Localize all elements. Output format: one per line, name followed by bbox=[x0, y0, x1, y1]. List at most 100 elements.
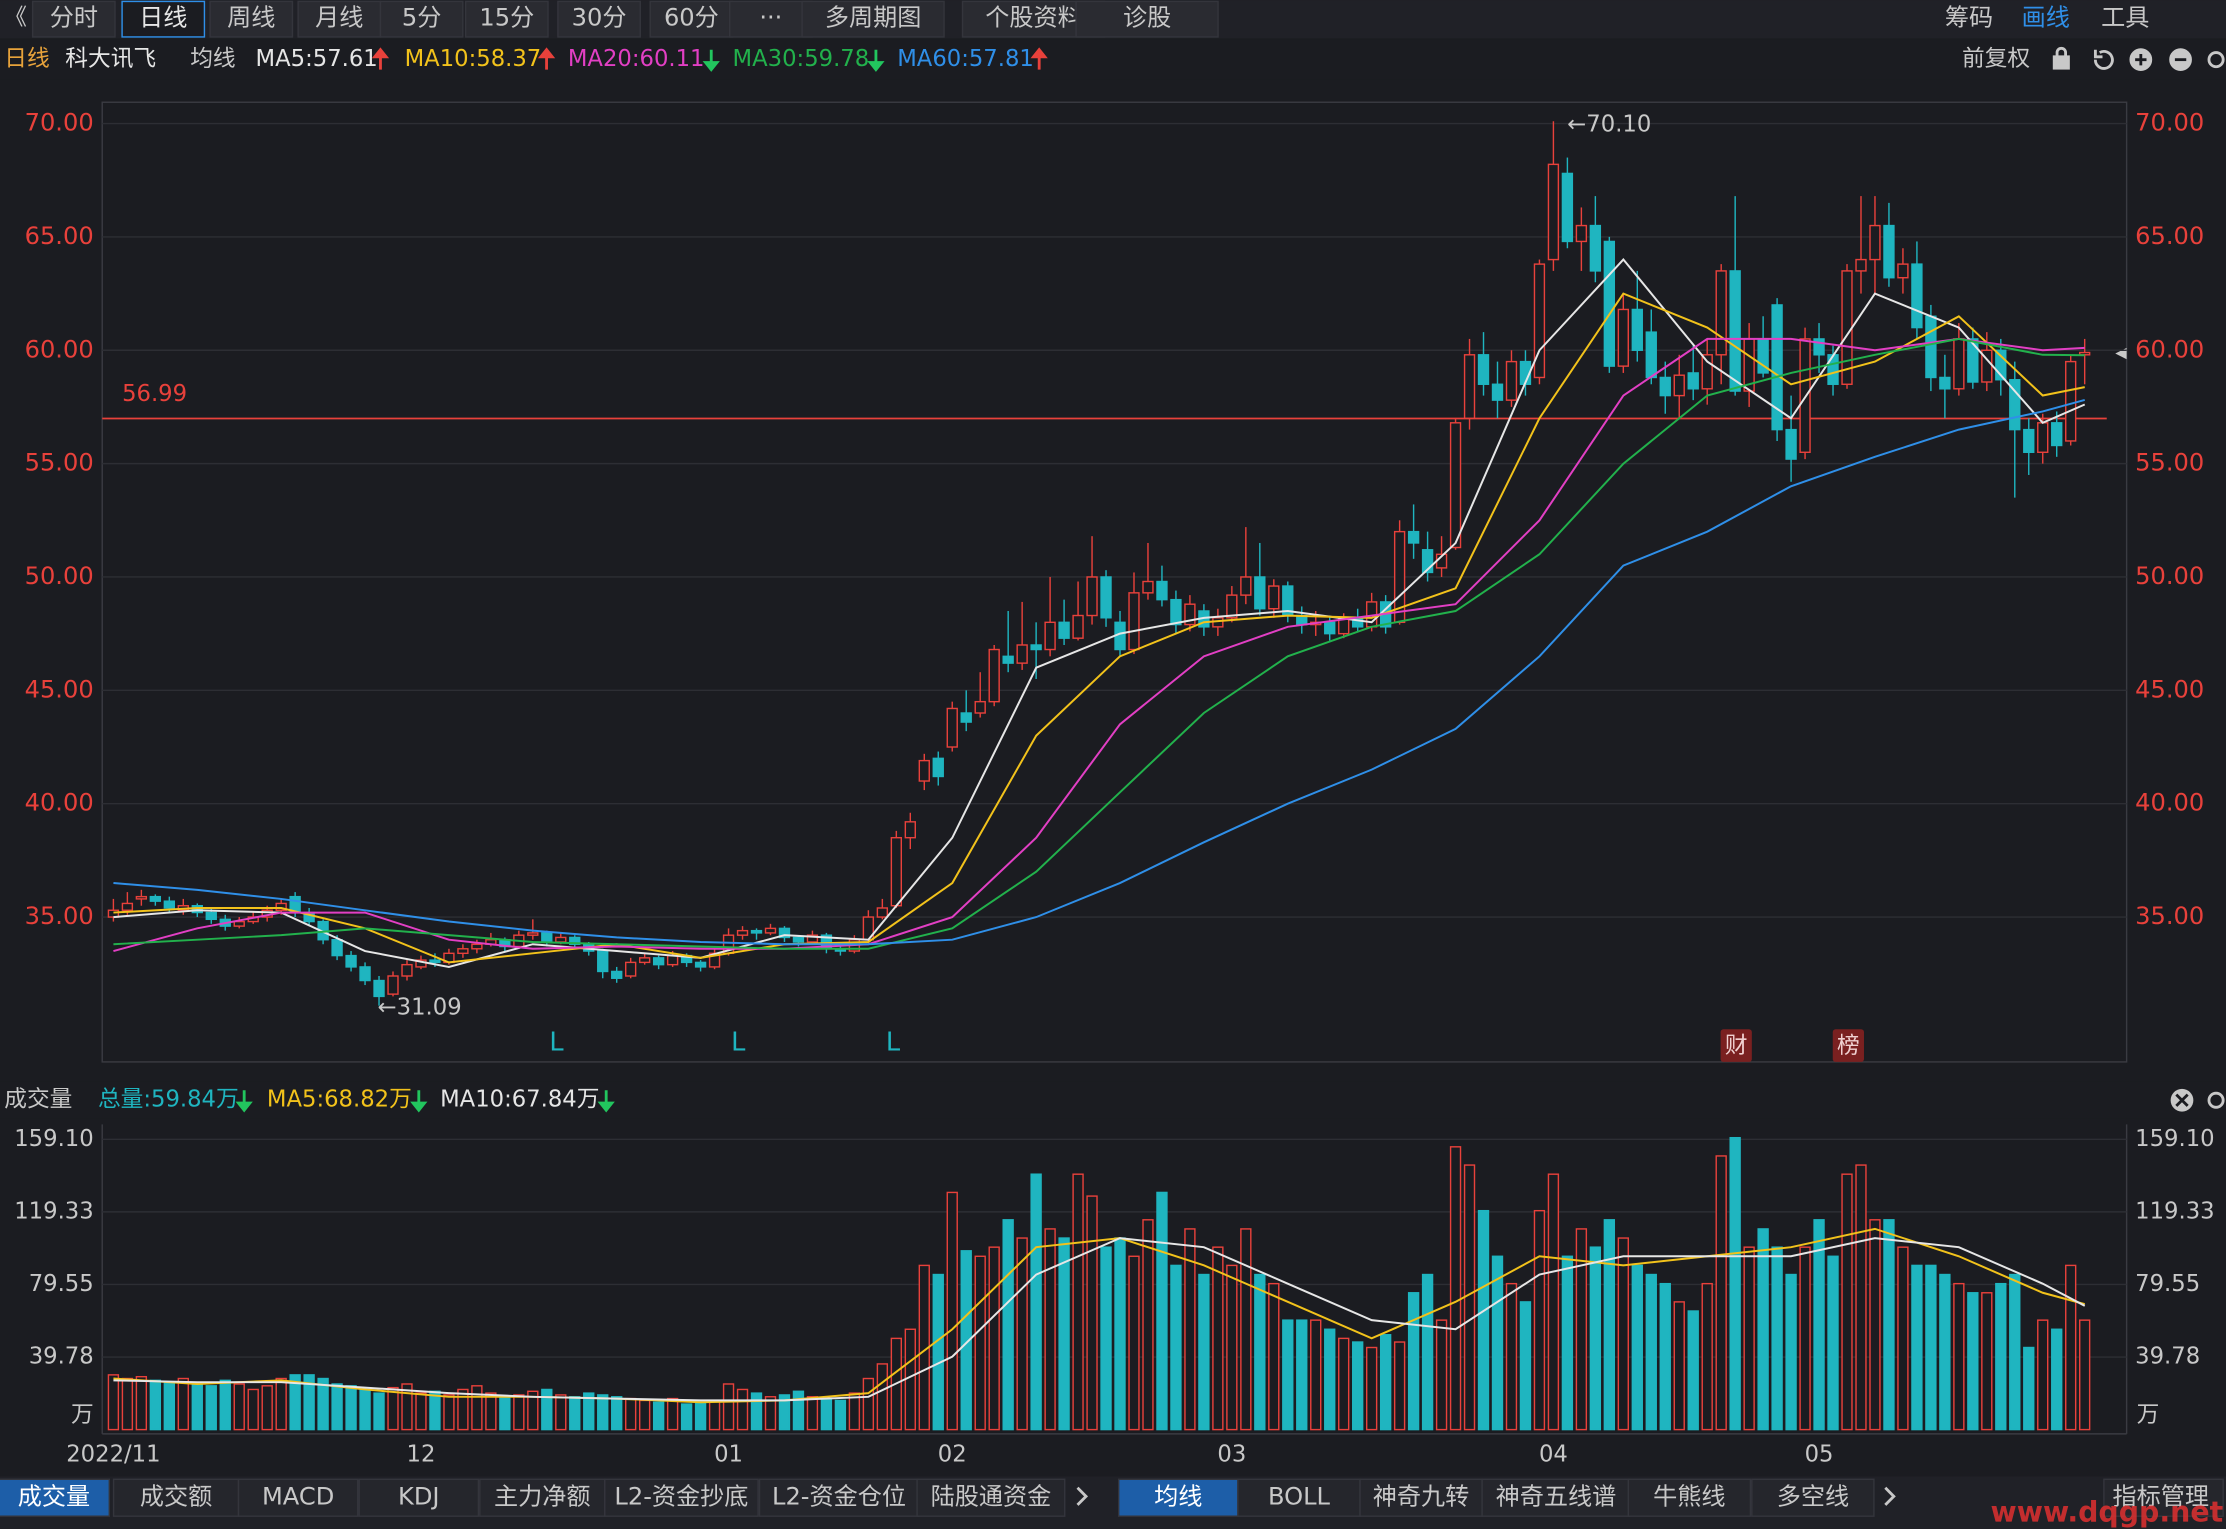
tab[interactable]: 诊股 bbox=[1123, 3, 1171, 31]
volume-bar bbox=[317, 1377, 329, 1431]
tab-bg[interactable] bbox=[1075, 0, 1219, 38]
bottom-tab-bg[interactable] bbox=[1481, 1478, 1631, 1517]
bottom-tab-bg[interactable] bbox=[1627, 1478, 1752, 1517]
down-arrow bbox=[867, 49, 885, 72]
back-icon[interactable]: 《 bbox=[4, 5, 27, 31]
volume-bar bbox=[1813, 1219, 1825, 1431]
badge-bg[interactable] bbox=[1832, 1029, 1864, 1062]
volume-bar bbox=[792, 1390, 805, 1431]
adjust-label[interactable]: 前复权 bbox=[1962, 46, 2030, 72]
tab-bg[interactable] bbox=[31, 0, 116, 38]
tab-bg[interactable] bbox=[557, 0, 641, 38]
badge[interactable]: 榜 bbox=[1837, 1033, 1860, 1059]
volume-bar bbox=[722, 1383, 735, 1431]
tab-bg[interactable] bbox=[379, 0, 464, 38]
candle-body bbox=[149, 895, 162, 902]
badge-bg[interactable] bbox=[1720, 1029, 1752, 1062]
candle-body bbox=[1869, 224, 1881, 261]
bottom-tab[interactable]: MACD bbox=[262, 1483, 334, 1511]
volume-bar bbox=[1939, 1273, 1951, 1431]
tab[interactable]: 多周期图 bbox=[825, 3, 922, 31]
bottom-tab[interactable]: 主力净额 bbox=[494, 1483, 591, 1511]
tab[interactable]: 60分 bbox=[664, 3, 719, 31]
bottom-tab-bg[interactable] bbox=[358, 1478, 480, 1517]
candle-body bbox=[597, 950, 609, 973]
candle-body bbox=[373, 979, 385, 998]
candle-body bbox=[778, 927, 791, 939]
bottom-tab[interactable]: L2-资金仓位 bbox=[772, 1483, 906, 1511]
bottom-tab-bg[interactable] bbox=[479, 1478, 606, 1517]
toolbar-right[interactable]: 筹码 bbox=[1945, 3, 1993, 31]
tab[interactable]: 日线 bbox=[139, 3, 187, 31]
volume-bar bbox=[597, 1394, 609, 1431]
volume-bar bbox=[1128, 1255, 1140, 1431]
bottom-tab[interactable]: 神奇五线谱 bbox=[1496, 1483, 1617, 1511]
candle-body bbox=[1659, 376, 1671, 397]
bottom-tab[interactable]: 成交额 bbox=[140, 1483, 212, 1511]
tab[interactable]: 30分 bbox=[572, 3, 627, 31]
toolbar-right[interactable]: 工具 bbox=[2101, 3, 2149, 31]
bottom-tab-bg[interactable] bbox=[604, 1478, 759, 1517]
volume-bar bbox=[1799, 1246, 1811, 1431]
bottom-tab-bg[interactable] bbox=[758, 1478, 920, 1517]
candle-body bbox=[1268, 585, 1280, 610]
candle-body bbox=[946, 707, 958, 748]
volume-close-icon[interactable] bbox=[2170, 1088, 2194, 1112]
bottom-tab-bg[interactable] bbox=[237, 1478, 359, 1517]
candle-body bbox=[988, 648, 1000, 703]
period-label: 日线 bbox=[4, 46, 49, 72]
volume-bar bbox=[1100, 1246, 1112, 1431]
tab[interactable]: 周线 bbox=[227, 3, 275, 31]
bottom-tab[interactable]: KDJ bbox=[398, 1483, 440, 1511]
volume-bar bbox=[233, 1383, 245, 1431]
volume-bar bbox=[1491, 1255, 1504, 1431]
ma-line bbox=[113, 337, 2085, 953]
tab-bg[interactable] bbox=[649, 0, 734, 38]
candle-body bbox=[806, 934, 819, 943]
volume-bar bbox=[1365, 1346, 1378, 1431]
tab[interactable]: 分时 bbox=[50, 3, 98, 31]
volume-bar bbox=[135, 1375, 148, 1431]
bottom-tab[interactable]: L2-资金抄底 bbox=[614, 1483, 748, 1511]
tab[interactable]: 月线 bbox=[315, 3, 363, 31]
candle-body bbox=[1715, 270, 1727, 356]
volume-settings-icon[interactable] bbox=[2207, 1091, 2225, 1109]
bottom-tab[interactable]: 陆股通资金 bbox=[931, 1483, 1052, 1511]
volume-bar bbox=[1156, 1191, 1168, 1431]
bottom-tab[interactable]: 牛熊线 bbox=[1653, 1483, 1725, 1511]
toolbar-right[interactable]: 画线 bbox=[2022, 3, 2070, 31]
bottom-tab-bg[interactable] bbox=[916, 1478, 1066, 1517]
bottom-tab-bg[interactable] bbox=[1117, 1478, 1239, 1517]
bottom-tab-bg[interactable] bbox=[0, 1478, 111, 1517]
manage-bg[interactable] bbox=[2103, 1478, 2224, 1517]
y-tick-label-right: 45.00 bbox=[2135, 675, 2204, 703]
bottom-tab[interactable]: BOLL bbox=[1268, 1483, 1331, 1511]
tab-bg[interactable] bbox=[121, 0, 206, 38]
bottom-tab[interactable]: 神奇九转 bbox=[1373, 1483, 1470, 1511]
bottom-tab[interactable]: 多空线 bbox=[1777, 1483, 1849, 1511]
bottom-tab-bg[interactable] bbox=[1237, 1478, 1361, 1517]
scroll-arrow[interactable] bbox=[1884, 1486, 1896, 1506]
manage-button[interactable]: 指标管理 bbox=[2112, 1483, 2209, 1511]
candle-body bbox=[1421, 549, 1434, 574]
scroll-arrow[interactable] bbox=[1076, 1486, 1089, 1506]
badge[interactable]: 财 bbox=[1725, 1033, 1748, 1059]
tab-bg[interactable] bbox=[209, 0, 294, 38]
candle-body bbox=[2037, 422, 2049, 453]
tab-bg[interactable] bbox=[728, 0, 813, 38]
tab[interactable]: 5分 bbox=[402, 3, 441, 31]
bottom-tab-bg[interactable] bbox=[112, 1478, 240, 1517]
tab[interactable]: 15分 bbox=[479, 3, 534, 31]
tab[interactable]: 个股资料 bbox=[985, 3, 1082, 31]
bottom-tab[interactable]: 均线 bbox=[1154, 1483, 1202, 1511]
tab-bg[interactable] bbox=[297, 0, 382, 38]
bottom-tab[interactable]: 成交量 bbox=[18, 1483, 90, 1511]
volume-bar bbox=[988, 1246, 1000, 1431]
tab[interactable]: ··· bbox=[759, 3, 782, 31]
tab-bg[interactable] bbox=[801, 0, 945, 38]
tab-bg[interactable] bbox=[464, 0, 549, 38]
bottom-tab-bg[interactable] bbox=[1751, 1478, 1875, 1517]
candle-body bbox=[107, 909, 120, 918]
volume-bar bbox=[1393, 1341, 1406, 1431]
